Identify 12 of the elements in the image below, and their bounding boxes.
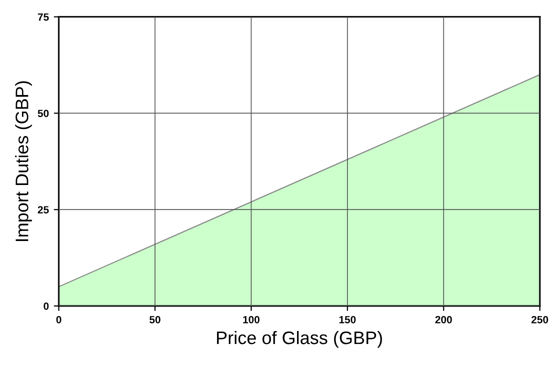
x-tick-label: 50 <box>150 316 160 324</box>
x-tick-label: 250 <box>532 316 548 324</box>
x-tick-label: 150 <box>339 316 356 324</box>
x-tick-label: 100 <box>243 316 260 324</box>
y-tick-label: 0 <box>44 302 49 310</box>
y-tick-label: 75 <box>38 13 49 21</box>
y-tick-label: 50 <box>38 110 49 118</box>
y-tick-label: 25 <box>38 206 49 214</box>
x-tick-label: 0 <box>56 316 62 324</box>
y-axis-title: Import Duties (GBP) <box>15 81 32 242</box>
x-axis-title: Price of Glass (GBP) <box>217 330 382 348</box>
x-tick-label: 200 <box>435 316 452 324</box>
